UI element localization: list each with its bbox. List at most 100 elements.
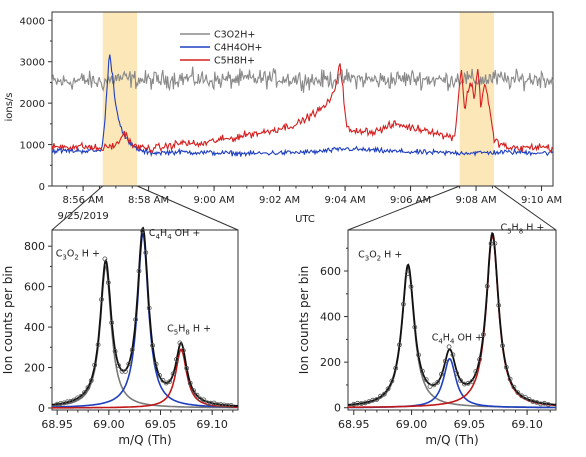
- data-point: [119, 368, 125, 374]
- data-point: [146, 305, 152, 311]
- connector-line: [136, 185, 239, 231]
- data-point: [374, 397, 380, 402]
- data-point: [184, 365, 190, 371]
- highlight-region-2: [459, 12, 495, 186]
- data-point: [480, 332, 486, 337]
- y-tick-label: 4000: [20, 16, 45, 27]
- peak-label: C5H8 H +: [500, 223, 544, 236]
- x-tick-label: 8:58 AM: [128, 195, 169, 206]
- data-point: [187, 380, 193, 386]
- x-axis-label: m/Q (Th): [118, 433, 171, 447]
- y-tick-label: 0: [39, 182, 45, 193]
- data-point: [218, 402, 224, 407]
- connector-line: [51, 185, 104, 231]
- y-tick-label: 800: [24, 240, 45, 253]
- data-point: [465, 380, 471, 386]
- data-point: [484, 283, 490, 289]
- data-point: [404, 271, 410, 277]
- series-line-c5h8hplus: [51, 63, 554, 154]
- data-point: [180, 348, 186, 353]
- legend-label: C5H8H+: [214, 56, 255, 67]
- y-tick-label: 400: [320, 311, 341, 324]
- data-point: [153, 361, 159, 367]
- x-tick-label: 69.00: [93, 418, 125, 431]
- y-axis-label: ions/s: [4, 92, 15, 121]
- data-point: [477, 356, 483, 362]
- data-point: [167, 379, 173, 385]
- data-point: [492, 240, 498, 246]
- data-point: [526, 397, 532, 402]
- data-point: [95, 342, 101, 348]
- data-point: [423, 377, 429, 383]
- data-point: [228, 402, 234, 408]
- x-tick-label: 69.00: [396, 418, 428, 431]
- data-point: [545, 402, 551, 407]
- data-point: [191, 388, 197, 394]
- x-tick-label: 69.05: [145, 418, 177, 431]
- data-point: [78, 393, 84, 399]
- x-tick-label: 9:10 AM: [521, 195, 562, 206]
- data-point: [109, 320, 115, 326]
- data-point: [112, 348, 118, 354]
- data-point: [458, 378, 464, 384]
- data-point: [99, 297, 104, 302]
- data-point: [400, 301, 406, 307]
- series-line-c3o2hplus: [51, 66, 554, 93]
- data-point: [221, 402, 227, 408]
- x-tick-label: 68.95: [338, 418, 370, 431]
- data-point: [201, 397, 207, 403]
- data-point: [511, 384, 517, 390]
- data-point: [150, 343, 156, 348]
- y-tick-label: 0: [334, 402, 341, 415]
- mass-spectrum-right: 0 200 400 600 68.95 69.00 69.05 69.10 m/Q (Th) Io…: [297, 223, 557, 447]
- data-point: [507, 376, 513, 382]
- x-tick-label: 8:56 AM: [63, 195, 104, 206]
- x-axis-label: UTC: [295, 214, 315, 225]
- data-point: [515, 390, 521, 396]
- data-point: [378, 393, 383, 399]
- data-point: [427, 383, 433, 389]
- y-tick-label: 2000: [20, 99, 45, 110]
- x-tick-label: 69.10: [511, 418, 543, 431]
- plot-frame: [347, 229, 557, 411]
- data-point: [469, 378, 475, 384]
- highlight-region-1: [102, 12, 138, 186]
- data-point: [473, 369, 479, 374]
- y-tick-label: 3000: [20, 58, 45, 69]
- date-label: 9/25/2019: [57, 211, 108, 222]
- data-point: [71, 397, 77, 403]
- connector-line: [347, 185, 460, 231]
- x-tick-label: 9:02 AM: [259, 195, 300, 206]
- data-point: [214, 402, 220, 408]
- y-tick-label: 200: [24, 362, 45, 375]
- peak-fit-3: [52, 348, 238, 409]
- x-tick-label: 9:08 AM: [455, 195, 496, 206]
- data-point: [82, 390, 87, 396]
- data-point: [446, 344, 452, 350]
- data-point: [157, 372, 162, 378]
- data-point: [431, 382, 437, 388]
- y-tick-label: 600: [320, 265, 341, 278]
- data-point: [416, 352, 422, 358]
- data-point: [58, 401, 63, 406]
- data-point: [204, 400, 210, 406]
- data-point: [123, 368, 128, 374]
- data-point: [116, 363, 121, 368]
- series-line-c4h4ohplus: [51, 54, 554, 158]
- data-point: [419, 368, 425, 374]
- y-tick-label: 0: [38, 402, 45, 415]
- y-tick-label: 400: [24, 321, 45, 334]
- data-point: [208, 400, 214, 406]
- x-tick-label: 69.10: [196, 418, 228, 431]
- data-point: [143, 250, 149, 256]
- peak-label: C4H4 OH +: [149, 228, 200, 241]
- time-series-chart: 0 1000 2000 3000 4000 8:56 AM 8:58 AM 9:00 AM 9:…: [4, 11, 562, 225]
- x-tick-label: 9:04 AM: [325, 195, 366, 206]
- y-tick-label: 600: [24, 281, 45, 294]
- data-point: [102, 256, 108, 262]
- data-point: [194, 392, 200, 398]
- data-point: [136, 268, 142, 274]
- data-point: [439, 371, 444, 377]
- data-point: [519, 393, 524, 399]
